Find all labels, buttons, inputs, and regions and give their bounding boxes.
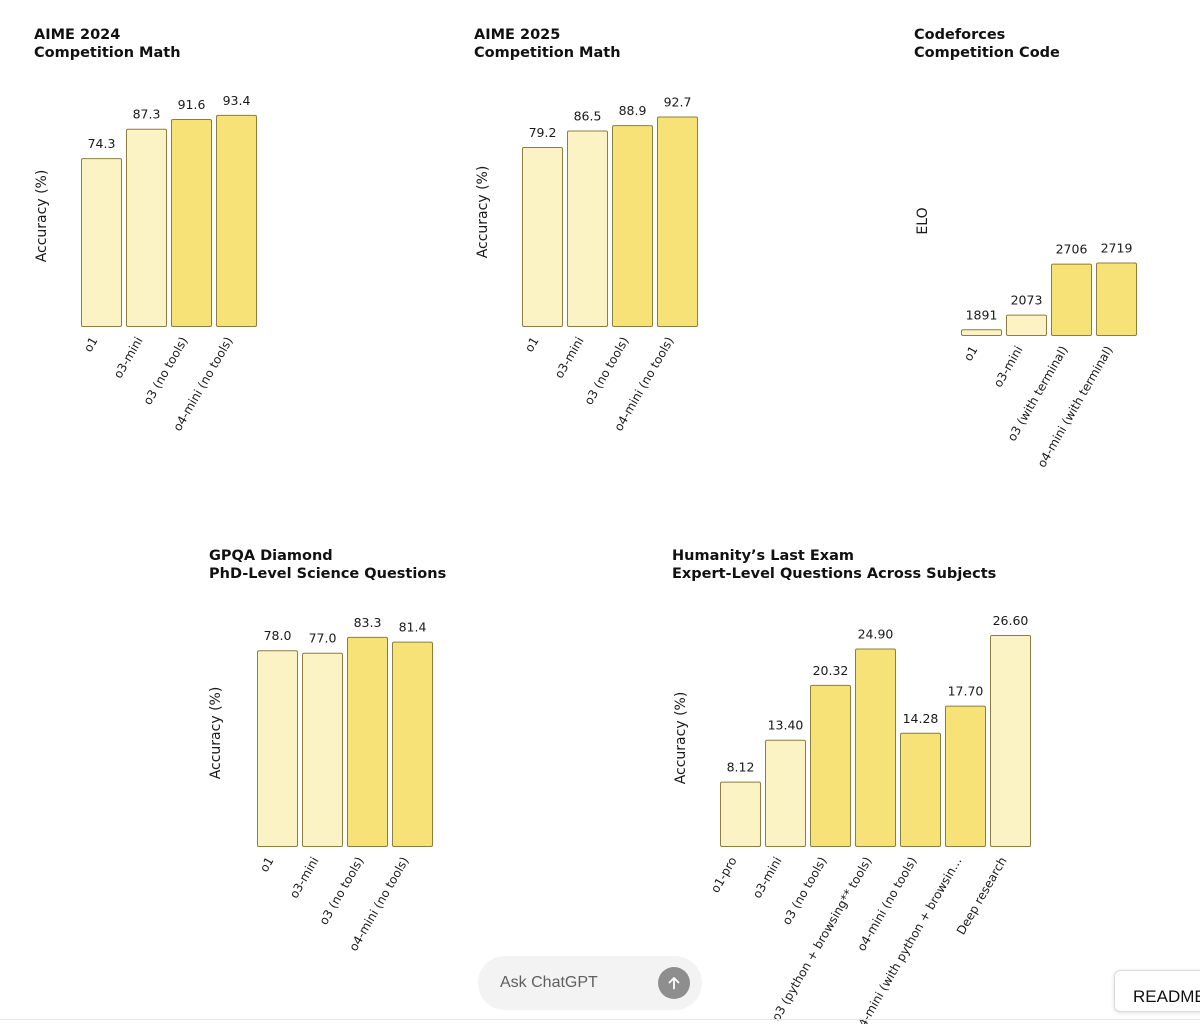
bar: [1096, 262, 1137, 336]
bar: [765, 739, 806, 847]
chart-subtitle-text: Competition Math: [474, 45, 621, 61]
x-tick-label: o1: [522, 335, 542, 355]
bar: [302, 652, 343, 847]
bar: [961, 329, 1002, 337]
chart-subtitle-text: Competition Math: [34, 45, 181, 61]
bar: [855, 648, 896, 848]
chart-title-text: AIME 2025: [474, 27, 561, 43]
chart-title-aime-2025: AIME 2025 Competition Math: [474, 26, 621, 62]
y-axis-label: Accuracy (%): [475, 166, 491, 259]
bar-value-label: 81.4: [399, 620, 427, 635]
bar: [347, 636, 388, 847]
bar-value-label: 1891: [966, 307, 998, 322]
bar: [810, 684, 851, 848]
chart-title-aime-2024: AIME 2024 Competition Math: [34, 26, 181, 62]
y-axis-label: Accuracy (%): [673, 692, 689, 785]
bar: [81, 158, 122, 327]
ask-chatgpt-placeholder: Ask ChatGPT: [500, 974, 598, 991]
bar-value-label: 74.3: [88, 136, 116, 151]
ask-chatgpt-input[interactable]: Ask ChatGPT: [478, 956, 702, 1010]
readme-button[interactable]: README: [1114, 970, 1200, 1012]
y-axis-label: Accuracy (%): [34, 170, 50, 263]
y-axis-label: Accuracy (%): [208, 687, 224, 780]
chart-title-gpqa-diamond: GPQA Diamond PhD-Level Science Questions: [209, 547, 446, 583]
arrow-up-icon: [668, 977, 680, 990]
bar-value-label: 91.6: [178, 97, 206, 112]
x-tick-label: o3-mini: [750, 855, 785, 901]
bar: [990, 635, 1031, 848]
chart-title-text: Codeforces: [914, 27, 1006, 43]
bar-value-label: 92.7: [664, 94, 692, 109]
chart-title-codeforces: Codeforces Competition Code: [914, 26, 1060, 62]
x-tick-label: o1: [257, 855, 277, 875]
bar-value-label: 2073: [1011, 293, 1043, 308]
chart-subtitle-text: Competition Code: [914, 45, 1060, 61]
x-tick-label: o3 (no tools): [780, 855, 830, 928]
bar-value-label: 13.40: [768, 718, 804, 733]
bar-value-label: 78.0: [264, 628, 292, 643]
bar-value-label: 8.12: [727, 760, 755, 775]
bar-value-label: 79.2: [529, 125, 557, 140]
bar-value-label: 2719: [1101, 241, 1133, 256]
bar: [900, 732, 941, 847]
chart-title-humanitys-last-exam: Humanity’s Last Exam Expert-Level Questi…: [672, 547, 996, 583]
bar: [1051, 263, 1092, 337]
bar-value-label: 87.3: [133, 107, 161, 122]
bar-value-label: 24.90: [858, 627, 894, 642]
chart-subtitle-text: PhD-Level Science Questions: [209, 566, 447, 582]
bar: [257, 650, 298, 847]
send-button[interactable]: [658, 967, 690, 999]
bar-value-label: 26.60: [993, 613, 1029, 628]
bar-value-label: 77.0: [309, 631, 337, 646]
bar-value-label: 14.28: [903, 711, 939, 726]
bar: [522, 147, 563, 327]
bar-value-label: 17.70: [948, 684, 984, 699]
x-tick-label: o1-pro: [708, 855, 740, 896]
x-tick-label: Deep research: [954, 855, 1010, 938]
y-axis-label: ELO: [915, 207, 931, 234]
bar: [392, 641, 433, 847]
x-tick-label: o1: [961, 344, 981, 364]
bar: [171, 118, 212, 328]
bar-value-label: 83.3: [354, 615, 382, 630]
chart-title-text: Humanity’s Last Exam: [672, 548, 855, 564]
bar-value-label: 88.9: [619, 103, 647, 118]
chart-title-text: GPQA Diamond: [209, 548, 333, 564]
bar: [945, 705, 986, 847]
bottom-divider: [0, 1019, 1200, 1020]
bar: [612, 125, 653, 327]
x-tick-label: o1: [81, 335, 101, 355]
bar-value-label: 20.32: [813, 663, 849, 678]
bar: [567, 130, 608, 327]
bar-value-label: 86.5: [574, 109, 602, 124]
bar: [216, 114, 257, 327]
chart-title-text: AIME 2024: [34, 27, 121, 43]
bar-value-label: 93.4: [223, 93, 251, 108]
bar: [720, 781, 761, 847]
bar: [657, 116, 698, 327]
bar-value-label: 2706: [1056, 242, 1088, 257]
bar: [1006, 314, 1047, 336]
bar: [126, 128, 167, 327]
chart-subtitle-text: Expert-Level Questions Across Subjects: [672, 566, 997, 582]
